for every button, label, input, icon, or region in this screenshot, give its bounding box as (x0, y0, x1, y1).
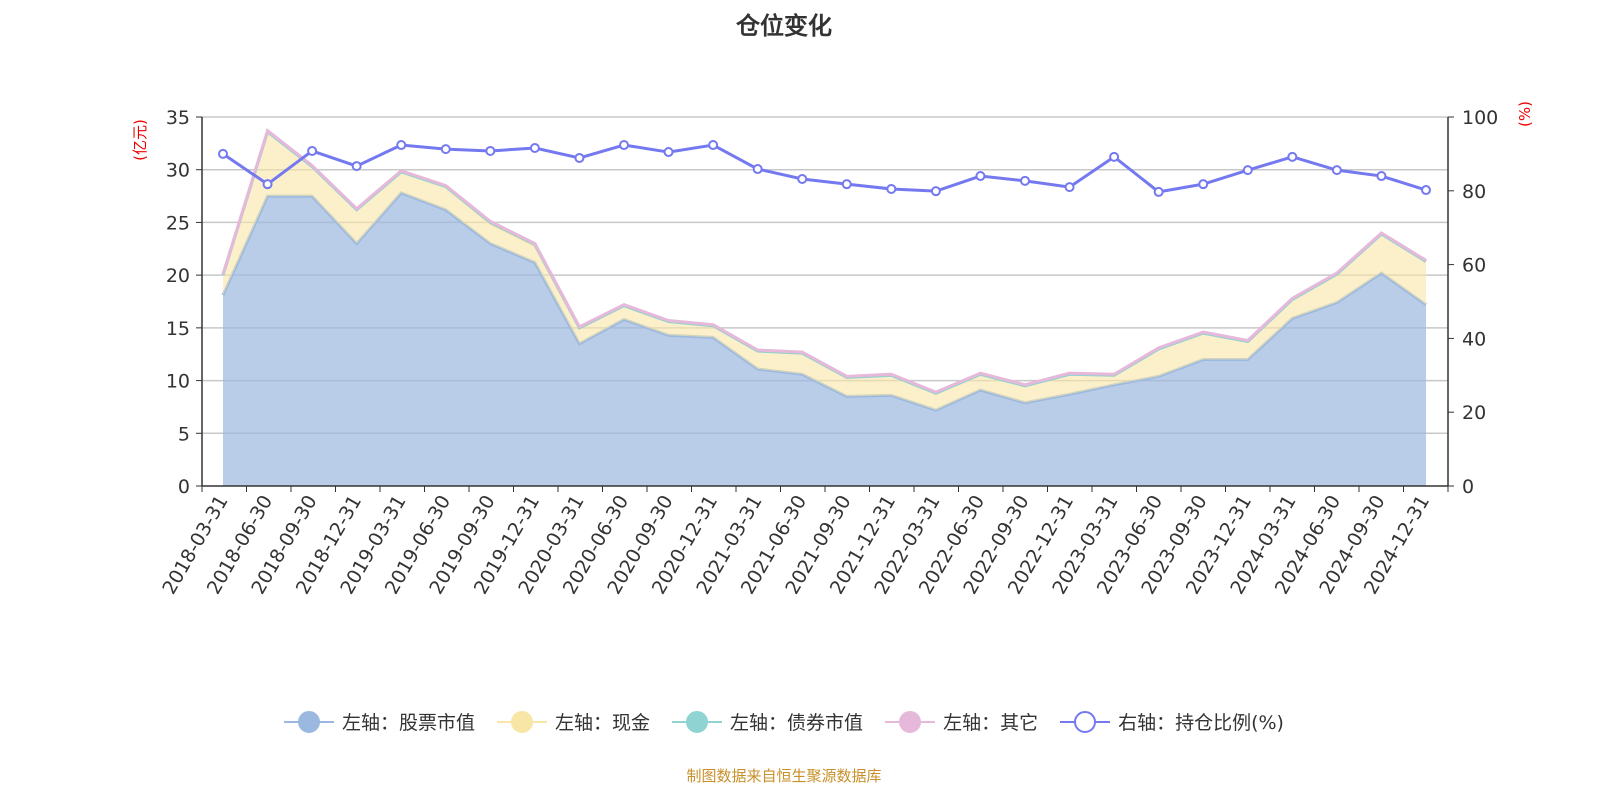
source-note: 制图数据来自恒生聚源数据库 (686, 767, 882, 785)
chart-title: 仓位变化 (736, 12, 832, 40)
ratio-point (1421, 185, 1431, 196)
area-0 (223, 192, 1426, 486)
ratio-point (1153, 186, 1164, 197)
legend-item[interactable]: 左轴：股票市值 (284, 708, 475, 735)
legend-item[interactable]: 右轴：持仓比例(%) (1060, 708, 1284, 735)
legend-marker-icon (672, 710, 723, 733)
ratio-point (1242, 165, 1253, 176)
ratio-point (307, 145, 318, 156)
ratio-point (1198, 179, 1209, 190)
ratio-point (619, 140, 629, 151)
legend-marker-icon (1060, 710, 1111, 733)
ratio-point (930, 186, 941, 197)
ratio-point (752, 164, 763, 175)
y-tick-label-left: 20 (166, 265, 190, 287)
y-tick-label-right: 40 (1462, 328, 1486, 350)
legend-label: 左轴：股票市值 (342, 712, 476, 734)
y-tick-label-right: 60 (1462, 255, 1486, 277)
y-tick-label-right: 20 (1462, 402, 1486, 424)
ratio-point (396, 140, 407, 151)
legend-marker-icon (885, 710, 936, 733)
y-tick-label-right: 100 (1462, 107, 1498, 129)
y-tick-label-right: 80 (1462, 181, 1486, 203)
legend-marker-icon (284, 710, 335, 733)
legend-item[interactable]: 左轴：其它 (885, 708, 1038, 735)
ratio-point (1376, 171, 1387, 182)
ratio-point (262, 179, 273, 190)
legend-item[interactable]: 左轴：债券市值 (672, 708, 863, 735)
legend-marker-icon (497, 710, 548, 733)
series-line-3 (221, 128, 1427, 394)
ratio-line (222, 143, 1427, 194)
ratio-point (663, 147, 674, 158)
legend-label: 左轴：债券市值 (730, 712, 864, 734)
ratio-point (351, 161, 362, 172)
y-tick-label-left: 10 (166, 371, 190, 393)
y-tick-label-left: 25 (166, 212, 190, 234)
y-tick-label-left: 5 (178, 423, 190, 445)
ratio-point (841, 179, 852, 190)
legend-item[interactable]: 左轴：现金 (497, 708, 650, 735)
y-tick-label-left: 35 (166, 107, 190, 129)
ratio-point (1109, 151, 1120, 162)
y-tick-label-right: 0 (1462, 476, 1474, 498)
y-tick-label-left: 15 (166, 318, 190, 340)
ratio-point (1064, 182, 1075, 193)
ratio-point (218, 148, 228, 159)
ratio-point (975, 171, 986, 182)
ratio-point (1020, 175, 1030, 186)
ratio-point (529, 142, 540, 153)
ratio-point (1331, 165, 1342, 176)
ratio-point (797, 173, 808, 184)
legend-label: 右轴：持仓比例(%) (1118, 712, 1284, 734)
ratio-point (485, 145, 496, 156)
legend-label: 左轴：其它 (943, 712, 1039, 734)
y-axis-label-right: (%) (1516, 101, 1534, 127)
chart-svg: 051015202530350204060801002018-03-312018… (131, 101, 1534, 598)
y-axis-label-left: (亿元) (131, 119, 149, 161)
y-tick-label-left: 0 (178, 476, 190, 498)
ratio-point (886, 183, 897, 194)
y-tick-label-left: 30 (166, 160, 190, 182)
ratio-point (574, 152, 585, 163)
ratio-point (708, 140, 719, 151)
legend: 左轴：股票市值 左轴：现金 左轴：债券市值 左轴：其它 右轴：持仓比例(%) (0, 708, 1568, 735)
ratio-point (1287, 151, 1298, 162)
legend-label: 左轴：现金 (555, 712, 651, 734)
ratio-point (440, 144, 451, 155)
